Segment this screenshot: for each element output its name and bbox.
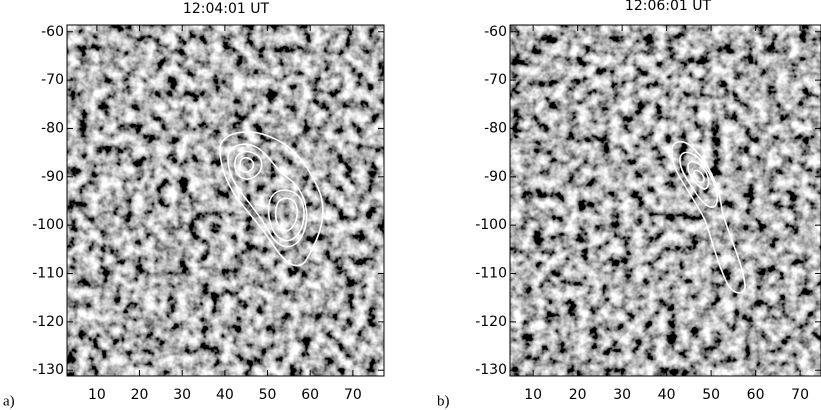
y-tick-label: -100 <box>32 217 64 233</box>
x-tick-label: 10 <box>524 387 542 403</box>
y-tick-label: -90 <box>484 169 507 185</box>
y-tick-label: -70 <box>484 72 507 88</box>
x-tick-label: 40 <box>216 387 234 403</box>
y-tick-label: -80 <box>484 120 507 136</box>
x-tick-label: 60 <box>301 387 319 403</box>
y-tick-label: -120 <box>475 314 507 330</box>
x-tick-label: 20 <box>131 387 149 403</box>
y-tick-label: -120 <box>32 314 64 330</box>
x-tick-label: 50 <box>702 387 720 403</box>
y-tick-label: -80 <box>41 120 64 136</box>
y-tick-label: -130 <box>32 362 64 378</box>
panel-label: a) <box>3 393 15 409</box>
y-tick-label: -70 <box>41 72 64 88</box>
image <box>510 25 821 376</box>
x-tick-label: 40 <box>658 387 676 403</box>
y-tick-label: -130 <box>475 362 507 378</box>
x-tick-label: 70 <box>791 387 809 403</box>
panel: 12:06:01 UT b) 10 20 30 40 50 60 70 -60 -70 -80 -9… <box>437 0 821 409</box>
panel: 12:04:01 UT a) 10 20 30 40 50 60 70 -60 -70 -80 -9… <box>3 1 385 409</box>
x-tick-label: 30 <box>613 387 631 403</box>
y-tick-label: -60 <box>484 24 507 40</box>
panel-title: 12:06:01 UT <box>625 0 712 14</box>
x-tick-label: 50 <box>259 387 277 403</box>
contours <box>671 140 746 294</box>
plot-frame <box>509 24 821 377</box>
x-tick-label: 10 <box>88 387 106 403</box>
contours <box>219 131 324 267</box>
y-tick-label: -90 <box>41 169 64 185</box>
x-tick-label: 20 <box>569 387 587 403</box>
y-tick-label: -110 <box>475 266 507 282</box>
image <box>67 25 384 376</box>
x-tick-label: 70 <box>344 387 362 403</box>
panel-label: b) <box>437 393 450 409</box>
x-tick-label: 30 <box>173 387 191 403</box>
panel-title: 12:04:01 UT <box>183 1 270 17</box>
y-tick-label: -100 <box>475 217 507 233</box>
plot-frame <box>66 24 385 377</box>
y-tick-label: -110 <box>32 266 64 282</box>
y-tick-label: -60 <box>41 24 64 40</box>
x-tick-label: 60 <box>747 387 765 403</box>
